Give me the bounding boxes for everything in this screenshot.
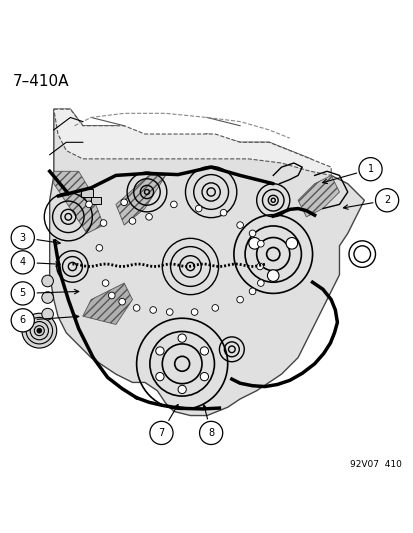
Circle shape — [178, 385, 186, 393]
Bar — [91, 197, 101, 204]
Circle shape — [133, 304, 140, 311]
Circle shape — [11, 251, 34, 274]
Circle shape — [22, 313, 57, 348]
Text: 4: 4 — [20, 257, 26, 268]
Polygon shape — [54, 171, 103, 233]
Text: 1: 1 — [367, 164, 373, 174]
Circle shape — [236, 296, 243, 303]
Polygon shape — [297, 175, 339, 217]
Circle shape — [96, 245, 102, 251]
Circle shape — [85, 201, 92, 208]
Circle shape — [155, 347, 164, 355]
Circle shape — [170, 201, 177, 208]
Circle shape — [11, 309, 34, 332]
Circle shape — [257, 280, 263, 286]
Text: 8: 8 — [208, 428, 214, 438]
Circle shape — [358, 158, 381, 181]
Circle shape — [166, 309, 173, 316]
Circle shape — [248, 238, 260, 249]
Polygon shape — [83, 283, 132, 325]
Text: 3: 3 — [20, 232, 26, 243]
Circle shape — [119, 298, 125, 305]
Circle shape — [108, 292, 115, 299]
Circle shape — [11, 226, 34, 249]
Text: 2: 2 — [383, 195, 389, 205]
Circle shape — [100, 220, 107, 227]
Circle shape — [121, 199, 127, 206]
Circle shape — [199, 421, 222, 445]
Circle shape — [249, 230, 255, 237]
Circle shape — [285, 238, 297, 249]
Circle shape — [34, 326, 44, 336]
Circle shape — [191, 309, 197, 316]
Circle shape — [150, 306, 156, 313]
Text: 7–410A: 7–410A — [12, 74, 69, 89]
Circle shape — [200, 373, 208, 381]
Circle shape — [249, 288, 255, 295]
Circle shape — [375, 189, 398, 212]
Circle shape — [150, 421, 173, 445]
Circle shape — [145, 214, 152, 220]
Circle shape — [178, 334, 186, 342]
Text: 92V07  410: 92V07 410 — [349, 459, 401, 469]
Bar — [81, 189, 93, 197]
Circle shape — [11, 282, 34, 305]
Circle shape — [129, 217, 135, 224]
Polygon shape — [116, 175, 165, 225]
Circle shape — [220, 209, 226, 216]
Polygon shape — [54, 109, 330, 175]
Circle shape — [195, 205, 202, 212]
Circle shape — [200, 347, 208, 355]
Circle shape — [211, 304, 218, 311]
Circle shape — [30, 321, 48, 340]
Circle shape — [256, 263, 263, 270]
Circle shape — [37, 328, 42, 333]
Text: 7: 7 — [158, 428, 164, 438]
Text: 6: 6 — [20, 316, 26, 325]
Text: 5: 5 — [19, 288, 26, 298]
Circle shape — [102, 280, 109, 286]
Circle shape — [42, 292, 53, 303]
Circle shape — [42, 275, 53, 287]
Polygon shape — [50, 109, 363, 416]
Circle shape — [267, 270, 278, 281]
Circle shape — [236, 222, 243, 229]
Circle shape — [42, 308, 53, 320]
Circle shape — [26, 318, 52, 344]
Circle shape — [155, 373, 164, 381]
Circle shape — [257, 240, 263, 247]
